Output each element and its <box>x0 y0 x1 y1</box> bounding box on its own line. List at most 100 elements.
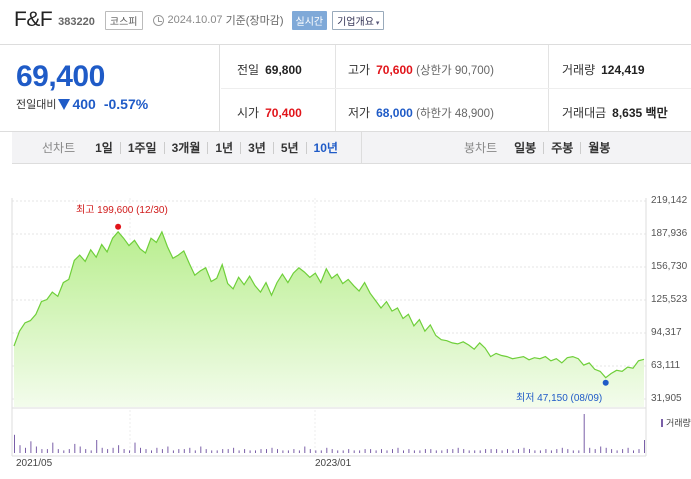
candle-tab-daily[interactable]: 일봉 <box>514 141 537 155</box>
candle-tab-monthly[interactable]: 월봉 <box>588 141 611 155</box>
price-chart[interactable]: 219,142 187,936 156,730 125,523 94,317 6… <box>0 180 691 479</box>
change-percent: -0.57% <box>103 96 149 112</box>
volume-bar <box>589 447 591 453</box>
volume-bar <box>161 449 163 453</box>
y-tick-label: 63,111 <box>651 360 681 371</box>
volume-bar <box>594 449 596 453</box>
volume-bar <box>107 449 109 453</box>
candle-chart-label: 봉차트 <box>464 141 498 155</box>
line-chart-label: 선차트 <box>42 141 76 155</box>
volume-value: 124,419 <box>601 63 645 77</box>
volume-bar <box>359 450 361 453</box>
candle-tab-weekly[interactable]: 주봉 <box>551 141 574 155</box>
high-value: 70,600 <box>376 63 413 77</box>
volume-bar <box>145 449 147 453</box>
volume-bar <box>523 447 525 453</box>
volume-bar <box>413 450 415 453</box>
volume-bar <box>211 450 213 453</box>
volume-bar <box>550 450 552 453</box>
volume-bar <box>331 449 333 453</box>
volume-bar <box>583 414 585 453</box>
price-chart-svg <box>11 198 647 457</box>
volume-bar <box>490 449 492 453</box>
change-value: 400 <box>72 96 96 112</box>
volume-bar <box>14 434 15 453</box>
volume-bar <box>85 449 87 453</box>
low-label: 저가 <box>348 106 371 120</box>
period-tab-1d[interactable]: 1일 <box>95 141 113 155</box>
volume-bar <box>25 447 26 453</box>
volume-bar <box>468 450 470 453</box>
volume-bar <box>561 447 563 453</box>
low-cell: 저가 68,000 (하한가 48,900) <box>348 104 494 121</box>
period-tab-3m[interactable]: 3개월 <box>171 141 201 155</box>
volume-bar <box>35 446 37 453</box>
x-tick-label: 2023/01 <box>315 458 352 469</box>
volume-bar <box>57 449 59 453</box>
volume-bar <box>435 450 437 453</box>
period-tab-3y[interactable]: 3년 <box>248 141 266 155</box>
down-triangle-icon <box>58 98 71 110</box>
volume-bar <box>287 450 289 453</box>
volume-bar <box>353 450 355 453</box>
volume-bar <box>463 449 465 453</box>
volume-bar <box>233 447 235 453</box>
volume-bar <box>282 450 284 453</box>
volume-bar <box>178 449 180 453</box>
prev-close-label: 전일 <box>237 63 260 77</box>
period-tab-5y[interactable]: 5년 <box>280 141 299 155</box>
lower-limit: (하한가 48,900) <box>416 108 494 120</box>
volume-bar <box>375 450 377 453</box>
low-marker <box>602 379 609 386</box>
amount-value: 8,635 <box>612 106 643 120</box>
volume-bar <box>90 450 92 453</box>
stock-code: 383220 <box>58 16 95 28</box>
volume-bar <box>96 440 98 453</box>
volume-bar <box>364 449 366 453</box>
period-tab-1w[interactable]: 1주일 <box>127 141 157 155</box>
volume-bar <box>512 450 514 453</box>
volume-bar <box>227 449 229 453</box>
quote-date: 2024.10.07 <box>167 14 223 26</box>
current-price: 69,400 <box>16 60 105 93</box>
y-tick-label: 156,730 <box>651 261 688 272</box>
company-overview-button[interactable]: 기업개요 ▾ <box>332 10 385 30</box>
volume-bar <box>638 449 640 453</box>
volume-bar <box>271 447 273 453</box>
open-value: 70,400 <box>265 106 302 120</box>
volume-bar <box>479 450 481 453</box>
volume-bar <box>123 449 125 453</box>
volume-bar <box>457 447 459 453</box>
volume-bar <box>430 449 432 453</box>
price-line <box>13 230 645 379</box>
volume-bar <box>249 450 251 453</box>
volume-bar <box>474 450 476 453</box>
volume-bar <box>68 449 70 453</box>
volume-bar <box>52 442 54 453</box>
period-tab-10y[interactable]: 10년 <box>313 141 338 155</box>
volume-bar <box>403 450 404 453</box>
volume-bar <box>118 445 120 453</box>
stock-name: F&F <box>14 8 53 31</box>
volume-bar <box>419 450 421 453</box>
price-area <box>14 231 644 407</box>
high-label: 고가 <box>348 63 371 77</box>
volume-bar <box>260 449 262 453</box>
volume-bar <box>189 447 191 453</box>
volume-bar <box>616 450 618 453</box>
volume-bar <box>172 450 174 453</box>
volume-bar <box>326 447 328 453</box>
period-tab-1y[interactable]: 1년 <box>215 141 234 155</box>
volume-bar <box>348 449 350 453</box>
volume-bar <box>140 447 141 453</box>
y-tick-label: 94,317 <box>651 327 682 338</box>
realtime-button[interactable]: 실시간 <box>291 10 328 30</box>
volume-bar <box>518 449 519 453</box>
candle-tabs: 봉차트 일봉 주봉 월봉 <box>464 132 617 164</box>
volume-bar <box>183 449 185 453</box>
volume-bar <box>342 450 344 453</box>
volume-bar <box>578 450 580 453</box>
volume-bar <box>298 450 300 453</box>
volume-bar <box>567 449 569 453</box>
volume-bar <box>63 450 65 453</box>
